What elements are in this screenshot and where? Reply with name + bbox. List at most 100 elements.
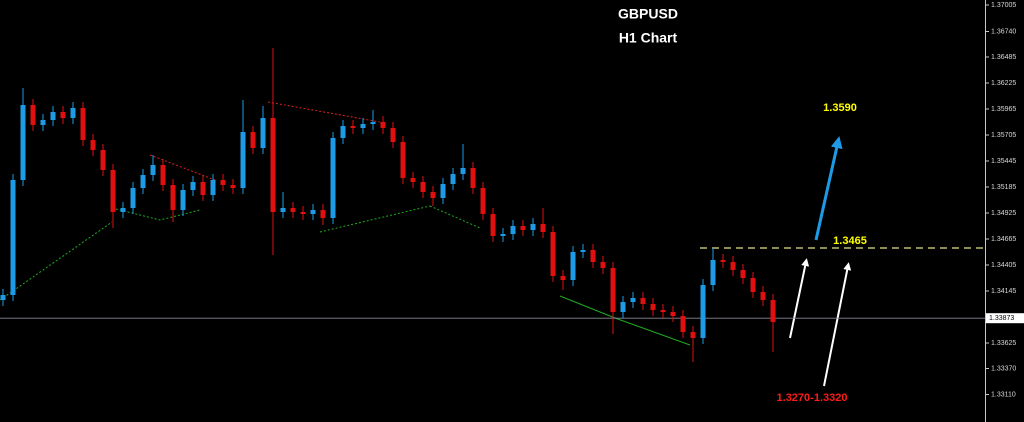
candle-body [300,212,306,214]
candle-body [400,142,406,178]
y-tick-label: 1.35965 [991,106,1016,113]
candle-body [210,180,216,195]
candle-body [180,190,186,210]
candle-body [370,122,376,124]
candle-body [490,214,496,236]
candle-body [720,260,726,262]
trend-line [0,221,113,301]
candle-body [340,126,346,138]
path-arrow [823,262,852,387]
candle-body [610,268,616,312]
candle-body [40,120,46,125]
candle-body [580,250,586,252]
candle-body [700,285,706,338]
candle-body [630,298,636,302]
candle-body [710,260,716,285]
candle-body [90,140,96,150]
candle-body [620,302,626,312]
candle-body [20,105,26,180]
candle-body [350,126,356,128]
candle-body [190,182,196,190]
candle-body [670,312,676,316]
candle-body [120,208,126,212]
candle-body [260,118,266,148]
candle-body [150,165,156,175]
y-tick-label: 1.36225 [991,80,1016,87]
candle-body [0,295,6,300]
candle-body [230,185,236,188]
last-price-box [986,313,1024,324]
y-tick-label: 1.34925 [991,210,1016,217]
candle-body [410,178,416,182]
y-tick-label: 1.33625 [991,340,1016,347]
target-arrow [814,136,843,241]
y-tick-label: 1.34145 [991,288,1016,295]
candle-body [560,276,566,280]
candle-body [460,168,466,174]
candle-body [70,108,76,118]
y-tick-label: 1.36740 [991,28,1016,35]
candle-body [280,208,286,212]
annotation: 1.3270-1.3320 [777,392,848,404]
y-tick-label: 1.36485 [991,54,1016,61]
candle-body [680,316,686,332]
candle-body [470,168,476,188]
y-tick-label: 1.35705 [991,132,1016,139]
candle-body [330,138,336,218]
chart-subtitle: H1 Chart [619,30,678,46]
candle-body [200,182,206,195]
candle-body [640,298,646,304]
candle-body [60,112,66,118]
trend-line [111,207,201,221]
candle-body [690,332,696,338]
candle-body [770,300,776,322]
candle-body [500,234,506,236]
candle-body [130,188,136,208]
candle-body [360,124,366,128]
candle-body [140,175,146,188]
candle-body [250,132,256,148]
candle-body [170,185,176,210]
candle-body [550,232,556,276]
y-tick-label: 1.33370 [991,365,1016,372]
candle-body [110,170,116,212]
candle-body [750,278,756,292]
candle-body [30,105,36,125]
candle-body [240,132,246,188]
candle-body [510,226,516,234]
path-arrow [789,258,810,339]
candle-body [520,226,526,230]
candles [0,48,985,362]
candle-body [440,184,446,198]
candle-body [570,252,576,280]
candle-body [10,180,16,295]
candle-body [220,180,226,185]
candle-body [270,118,276,212]
candle-body [420,182,426,192]
price-axis: 1.37005 1.36740 1.36485 1.36225 1.35965 1.357… [985,2,1024,398]
candle-body [600,262,606,268]
candle-body [100,150,106,170]
candle-body [320,210,326,218]
y-tick-label: 1.37005 [991,2,1016,9]
chart-title: GBPUSD [618,6,678,22]
candle-body [760,292,766,300]
y-tick-label: 1.33110 [991,391,1016,398]
candle-body [480,188,486,214]
candle-body [50,112,56,120]
y-tick-label: 1.35445 [991,158,1016,165]
candle-body [740,270,746,278]
trend-line [429,205,481,229]
candle-body [530,224,536,230]
annotation: 1.3465 [833,235,867,247]
candle-body [450,174,456,184]
candle-body [650,304,656,310]
candle-body [310,210,316,214]
candle-body [540,224,546,232]
y-tick-label: 1.34405 [991,262,1016,269]
candle-body [80,108,86,140]
last-price-label: 1.33873 [989,315,1014,322]
trend-line [267,101,381,123]
